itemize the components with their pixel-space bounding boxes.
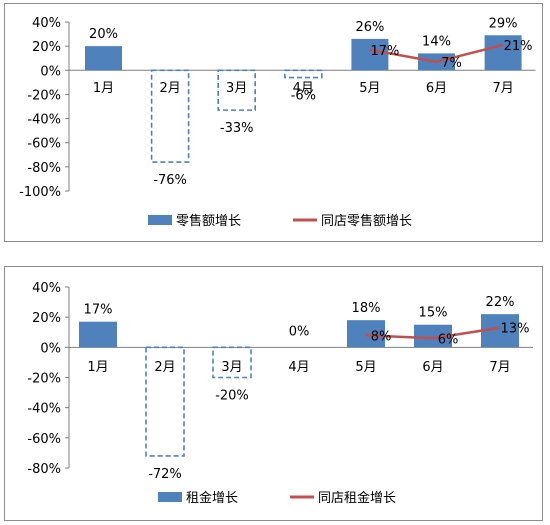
x-category-label: 7月 <box>492 81 513 96</box>
y-tick-label: -40% <box>27 113 61 128</box>
x-category-label: 3月 <box>226 81 247 96</box>
y-tick-label: 0% <box>40 341 61 356</box>
bar-5 <box>347 320 385 348</box>
legend-swatch-bar <box>148 215 172 225</box>
x-category-label: 6月 <box>422 360 443 375</box>
legend-label-line: 同店零售额增长 <box>321 213 412 229</box>
y-tick-label: 20% <box>32 311 61 326</box>
y-tick-label: -20% <box>27 88 61 103</box>
y-tick-label: -60% <box>27 137 61 152</box>
bar-value-label: 29% <box>489 16 518 31</box>
x-category-label: 3月 <box>221 360 242 375</box>
line-value-label: 8% <box>371 329 392 344</box>
bar-value-label: 22% <box>486 295 515 310</box>
chart-panel-retail: 40% 20% 0% -20% -40% -60% -80% -100% 1月 20% 2月 -76%… <box>4 3 543 242</box>
bar-value-label: -72% <box>148 467 182 482</box>
bar-value-label: -6% <box>291 89 316 104</box>
bar-value-label: 15% <box>419 306 448 321</box>
chart-panel-rent: 40% 20% 0% -20% -40% -60% -80% 1月 17% 2月 -72% 3月 -20… <box>4 266 543 521</box>
y-tick-label: -80% <box>27 161 61 176</box>
legend-label-line: 同店租金增长 <box>318 490 396 506</box>
bar-1 <box>85 46 122 71</box>
line-value-label: 21% <box>504 39 533 54</box>
legend-label-bar: 零售额增长 <box>176 213 241 229</box>
x-category-label: 2月 <box>154 360 175 375</box>
bar-2 <box>150 69 190 163</box>
line-same-store <box>365 326 501 340</box>
bar-value-label: -33% <box>220 121 254 136</box>
bar-value-label: 20% <box>89 27 118 42</box>
bar-value-label: 0% <box>289 324 310 339</box>
bar-5 <box>351 38 389 71</box>
bar-value-label: 17% <box>84 303 113 318</box>
y-tick-label: -60% <box>27 432 61 447</box>
bar-value-label: -76% <box>153 173 187 188</box>
y-tick-label: 20% <box>32 40 61 55</box>
bar-7 <box>484 35 522 71</box>
bar-6 <box>414 324 452 348</box>
line-value-label: 13% <box>501 322 530 337</box>
x-category-label: 4月 <box>293 81 314 96</box>
legend-swatch-bar <box>158 492 182 502</box>
x-category-label: 2月 <box>159 81 180 96</box>
bar-value-label: -20% <box>215 389 249 404</box>
y-tick-label: -80% <box>27 462 61 477</box>
legend-label-bar: 租金增长 <box>186 490 238 506</box>
bar-value-label: 26% <box>355 20 384 35</box>
bar-value-label: 18% <box>352 301 381 316</box>
bar-3 <box>217 69 256 111</box>
y-tick-label: -40% <box>27 402 61 417</box>
line-same-store <box>369 43 504 64</box>
bar-2 <box>145 346 185 457</box>
y-tick-label: -100% <box>19 185 61 200</box>
x-category-label: 5月 <box>355 360 376 375</box>
x-category-label: 7月 <box>489 360 510 375</box>
y-tick-label: -20% <box>27 372 61 387</box>
bar-4 <box>283 69 323 79</box>
legend: 租金增长 同店租金增长 <box>158 490 396 506</box>
line-value-label: 6% <box>438 332 459 347</box>
line-value-label: 17% <box>370 44 399 59</box>
y-tick-label: 0% <box>40 64 61 79</box>
y-tick-label: 40% <box>32 16 61 31</box>
bar-3 <box>212 346 252 379</box>
y-tick-label: 40% <box>32 281 61 296</box>
legend: 零售额增长 同店零售额增长 <box>148 213 412 229</box>
x-category-label: 5月 <box>359 81 380 96</box>
x-category-label: 6月 <box>426 81 447 96</box>
line-value-label: 7% <box>441 56 462 71</box>
x-category-label: 1月 <box>87 360 108 375</box>
chart-retail-growth: 40% 20% 0% -20% -40% -60% -80% -100% 1月 20% 2月 -76%… <box>19 16 536 229</box>
x-category-label: 1月 <box>93 81 114 96</box>
bar-1 <box>79 321 117 348</box>
bar-value-label: 14% <box>422 34 451 49</box>
x-category-label: 4月 <box>288 360 309 375</box>
chart-rent-growth: 40% 20% 0% -20% -40% -60% -80% 1月 17% 2月 -72% 3月 -20… <box>27 281 533 506</box>
